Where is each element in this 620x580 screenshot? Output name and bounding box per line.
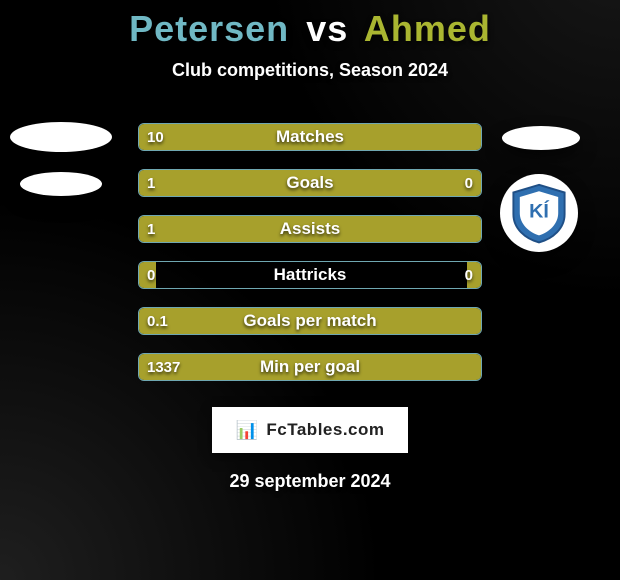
svg-text:KÍ: KÍ [529, 199, 549, 222]
stat-fill-left [139, 354, 481, 380]
brand-badge: 📊 FcTables.com [212, 407, 408, 453]
player-right-avatar-placeholder [502, 126, 580, 150]
stat-fill-left [139, 124, 481, 150]
chart-icon: 📊 [235, 421, 258, 439]
date-text: 29 september 2024 [0, 471, 620, 492]
stat-gap [156, 262, 467, 288]
stat-row: Matches10 [138, 123, 482, 151]
stat-row: Hattricks00 [138, 261, 482, 289]
stat-row: Min per goal1337 [138, 353, 482, 381]
title-vs: vs [306, 8, 348, 49]
stat-row: Assists1 [138, 215, 482, 243]
player-left-avatars [10, 122, 112, 196]
avatar-placeholder [20, 172, 102, 196]
shield-icon: KÍ [507, 181, 571, 245]
brand-text: FcTables.com [266, 420, 384, 440]
stat-row: Goals10 [138, 169, 482, 197]
stat-fill-left [139, 262, 156, 288]
stat-row: Goals per match0.1 [138, 307, 482, 335]
stat-fill-left [139, 216, 481, 242]
stat-fill-left [139, 170, 399, 196]
comparison-card: Petersen vs Ahmed Club competitions, Sea… [0, 0, 620, 580]
title-right: Ahmed [364, 8, 491, 49]
avatar-placeholder [10, 122, 112, 152]
stat-fill-right [467, 262, 481, 288]
page-title: Petersen vs Ahmed [0, 0, 620, 50]
subtitle: Club competitions, Season 2024 [0, 60, 620, 81]
stat-fill-right [399, 170, 481, 196]
title-left: Petersen [129, 8, 289, 49]
club-crest: KÍ [500, 174, 578, 252]
stat-fill-left [139, 308, 481, 334]
stats-bars: Matches10 Goals10 Assists1 Hattricks00 Goals… [138, 123, 482, 381]
